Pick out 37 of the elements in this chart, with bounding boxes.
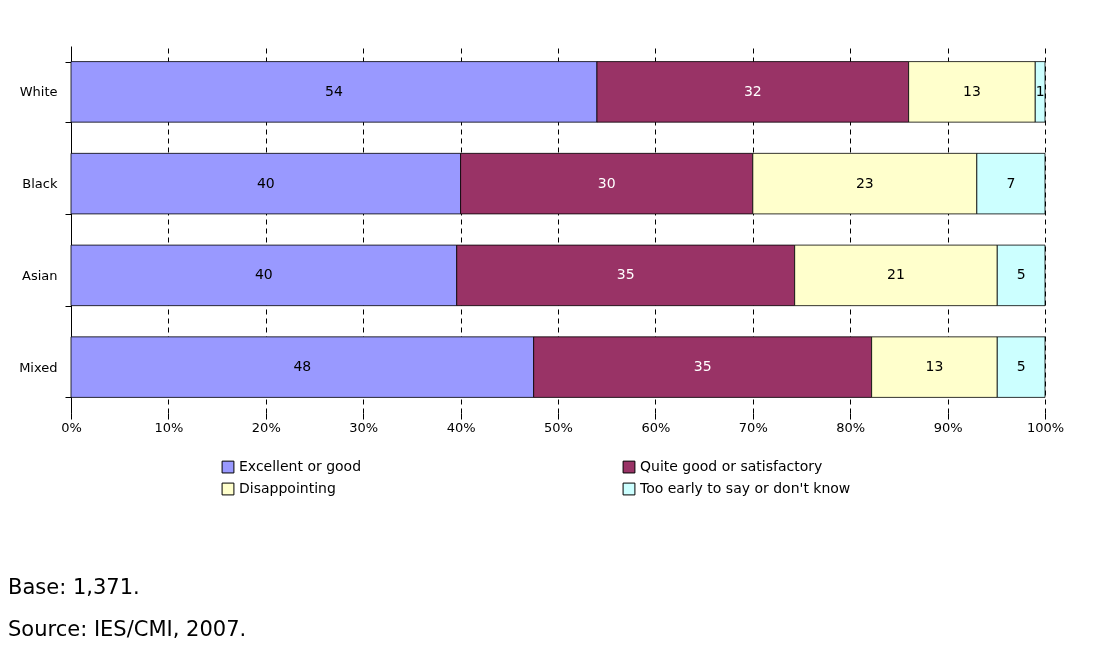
x-tick-label: 60% bbox=[641, 419, 671, 435]
source-note: Source: IES/CMI, 2007. bbox=[8, 617, 247, 641]
data-label: 21 bbox=[887, 266, 905, 283]
x-tick-label: 70% bbox=[738, 419, 768, 435]
legend-label: Too early to say or don't know bbox=[639, 480, 851, 496]
data-label: 40 bbox=[254, 266, 273, 283]
legend-label: Quite good or satisfactory bbox=[640, 458, 823, 475]
text: Base: 1,371. bbox=[8, 575, 140, 599]
data-label: 35 bbox=[616, 266, 635, 283]
y-tick-label: Mixed bbox=[19, 359, 58, 375]
y-tick-label: Black bbox=[22, 176, 58, 192]
data-label: 54 bbox=[325, 82, 343, 99]
data-label: 23 bbox=[855, 174, 874, 191]
legend-label: Excellent or good bbox=[239, 458, 362, 475]
x-tick-label: 30% bbox=[349, 419, 379, 435]
data-label: 5 bbox=[1016, 266, 1026, 283]
x-tick-label: 40% bbox=[446, 419, 476, 435]
legend-label: Disappointing bbox=[239, 480, 336, 496]
data-label: 5 bbox=[1016, 358, 1026, 375]
x-tick-label: 0% bbox=[61, 419, 82, 435]
data-label: 30 bbox=[597, 174, 616, 191]
x-tick-label: 80% bbox=[836, 419, 866, 435]
data-label: 40 bbox=[256, 174, 275, 191]
data-label: 7 bbox=[1006, 174, 1016, 191]
data-label: 35 bbox=[693, 358, 712, 375]
data-label: 48 bbox=[293, 358, 312, 375]
data-label: 32 bbox=[743, 82, 762, 99]
y-tick-label: White bbox=[19, 84, 58, 100]
x-tick-label: 10% bbox=[154, 419, 184, 435]
x-tick-label: 90% bbox=[933, 419, 963, 435]
data-label: 13 bbox=[925, 358, 944, 375]
y-tick-label: Asian bbox=[22, 267, 58, 283]
data-label: 13 bbox=[963, 82, 981, 99]
x-tick-label: 50% bbox=[544, 419, 573, 435]
x-tick-label: 100% bbox=[1026, 419, 1065, 435]
x-tick-label: 20% bbox=[251, 419, 281, 435]
data-label: 1 bbox=[1035, 82, 1045, 99]
